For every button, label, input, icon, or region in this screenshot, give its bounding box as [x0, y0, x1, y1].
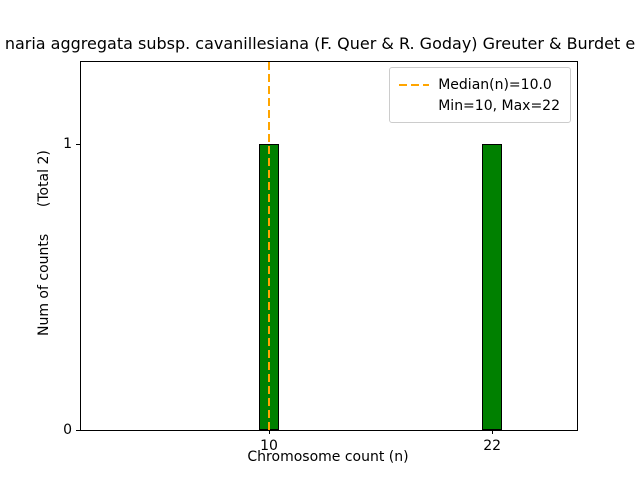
legend-label-median: Median(n)=10.0: [438, 76, 552, 93]
y-tick-mark: [76, 430, 80, 431]
legend-empty-handle: [399, 105, 429, 107]
median-line: [268, 62, 271, 430]
x-axis-label: Chromosome count (n): [247, 449, 409, 465]
y-tick-label: 1: [63, 135, 72, 152]
y-axis-label: Num of counts (Total 2): [36, 150, 52, 336]
chart-title: naria aggregata subsp. cavanillesiana (F…: [4, 34, 636, 53]
legend-item-median: Median(n)=10.0: [399, 74, 560, 95]
y-tick-mark: [76, 143, 80, 145]
x-tick-mark: [492, 430, 494, 434]
bar-x22: [482, 143, 503, 430]
plot-area: Median(n)=10.0 Min=10, Max=22 10 22 0 1: [63, 61, 578, 454]
legend: Median(n)=10.0 Min=10, Max=22: [389, 67, 571, 123]
legend-label-minmax: Min=10, Max=22: [438, 97, 560, 114]
y-tick-label: 0: [63, 422, 72, 438]
legend-item-minmax: Min=10, Max=22: [399, 95, 560, 116]
x-tick-label: 22: [483, 438, 502, 454]
x-tick-label: 10: [260, 438, 278, 454]
x-tick-mark: [269, 430, 271, 434]
median-dashed-line-icon: [399, 83, 430, 86]
